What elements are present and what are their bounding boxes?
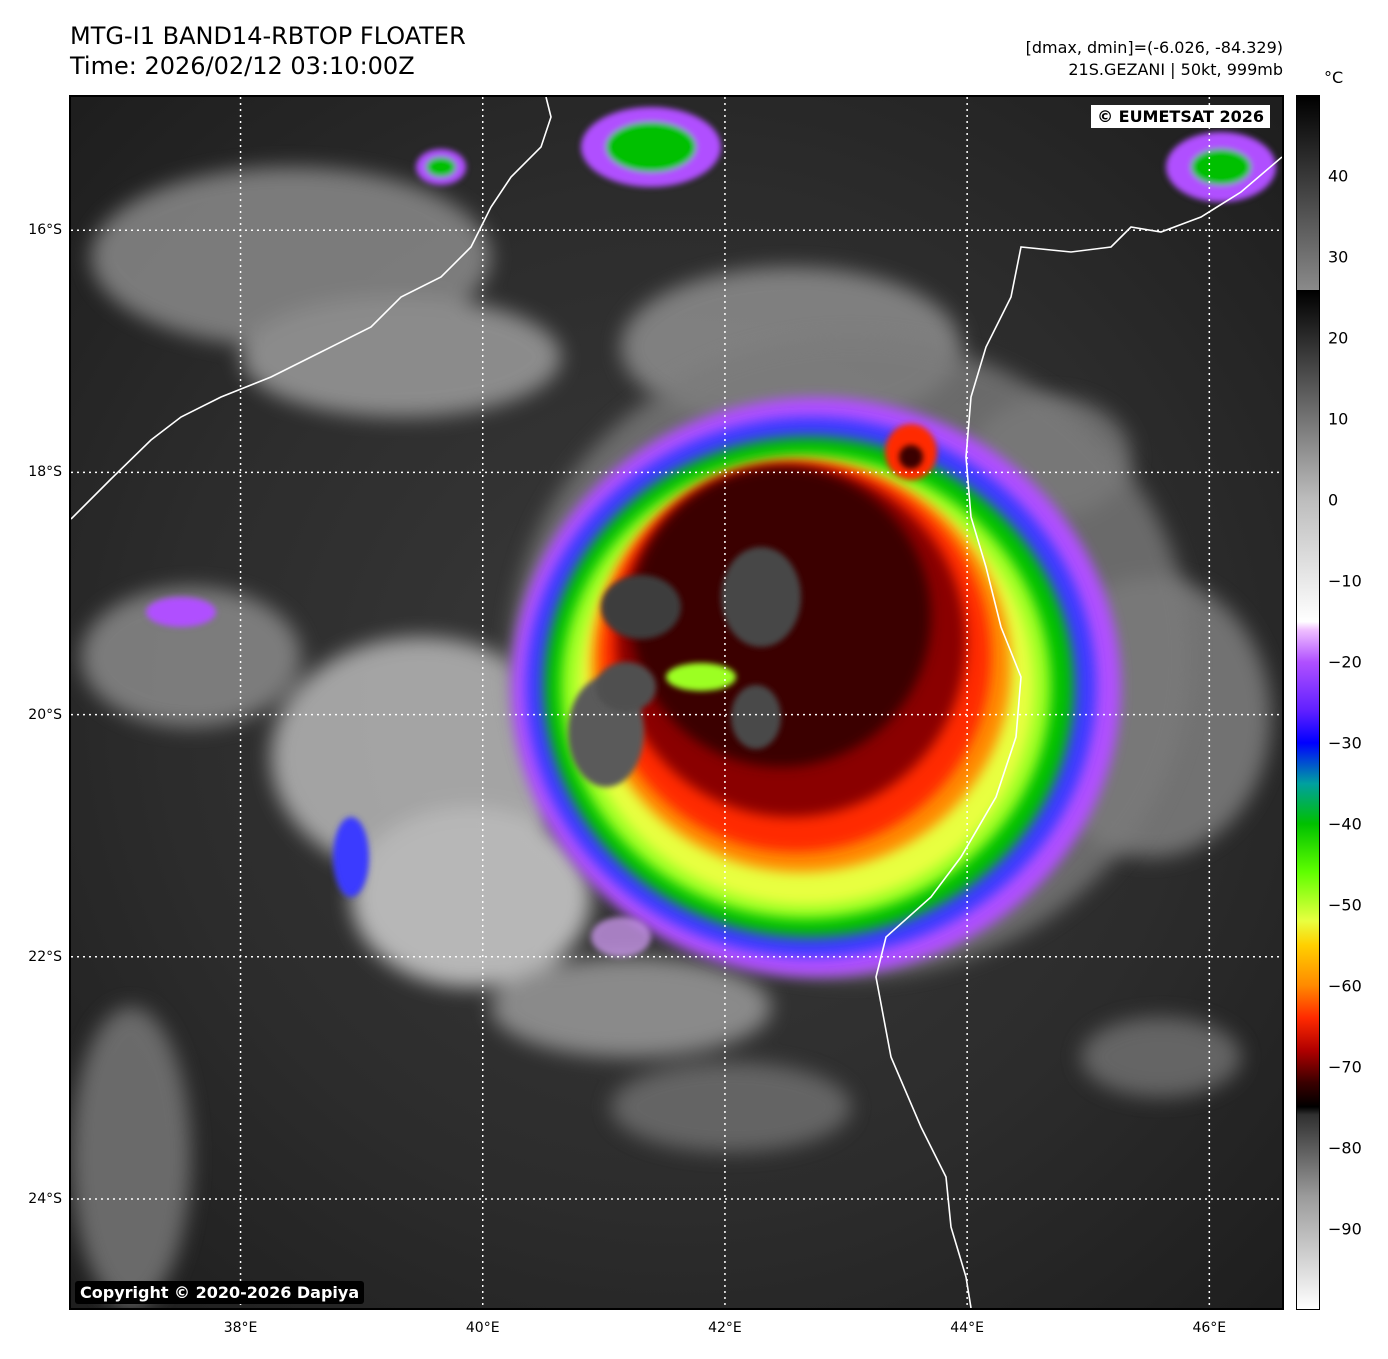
graticule: [71, 97, 1282, 1308]
colorbar-tick-label: −20: [1328, 652, 1362, 672]
data-range-info: [dmax, dmin]=(-6.026, -84.329): [1025, 38, 1283, 57]
eumetsat-credit: © EUMETSAT 2026: [1091, 105, 1270, 128]
colorbar-tick-label: 0: [1328, 490, 1339, 510]
colorbar-tick-label: 40: [1328, 166, 1349, 186]
image-title: MTG-I1 BAND14-RBTOP FLOATER: [70, 22, 466, 50]
satellite-imagery: [71, 97, 1282, 1308]
colorbar-tick-label: −40: [1328, 814, 1362, 834]
latitude-label: 16°S: [28, 222, 62, 239]
colorbar-tick-label: −50: [1328, 895, 1362, 915]
storm-info: 21S.GEZANI | 50kt, 999mb: [1068, 60, 1283, 79]
latitude-label: 24°S: [28, 1191, 62, 1207]
longitude-label: 38°E: [223, 1320, 258, 1336]
colorbar-unit: °C: [1324, 68, 1344, 87]
colorbar-tick-label: 10: [1328, 409, 1349, 429]
coastlines: [71, 97, 1282, 1308]
colorbar-tick-label: −60: [1328, 976, 1362, 996]
longitude-label: 46°E: [1192, 1320, 1227, 1336]
temperature-colorbar: [1296, 95, 1320, 1310]
scattered-cold-cells: [146, 107, 1276, 957]
colorbar-tick-label: 30: [1328, 247, 1349, 267]
latitude-label: 18°S: [28, 464, 62, 481]
longitude-label: 40°E: [465, 1320, 500, 1336]
colorbar-tick-label: −80: [1328, 1138, 1362, 1158]
latitude-label: 20°S: [28, 706, 62, 723]
colorbar-tick-label: −90: [1328, 1219, 1362, 1239]
storm-cloud-tops: [511, 337, 1191, 977]
longitude-label: 44°E: [950, 1320, 984, 1336]
copyright-credit: Copyright © 2020-2026 Dapiya: [75, 1281, 365, 1304]
colorbar-tick-label: −70: [1328, 1057, 1362, 1077]
colorbar-tick-label: 20: [1328, 328, 1349, 348]
colorbar-tick-label: −30: [1328, 733, 1362, 753]
colorbar-tick-label: −10: [1328, 571, 1362, 591]
satellite-map: © EUMETSAT 2026 Copyright © 2020-2026 Da…: [69, 95, 1284, 1310]
image-time: Time: 2026/02/12 03:10:00Z: [70, 52, 415, 80]
latitude-label: 22°S: [28, 948, 62, 965]
longitude-label: 42°E: [708, 1320, 742, 1336]
